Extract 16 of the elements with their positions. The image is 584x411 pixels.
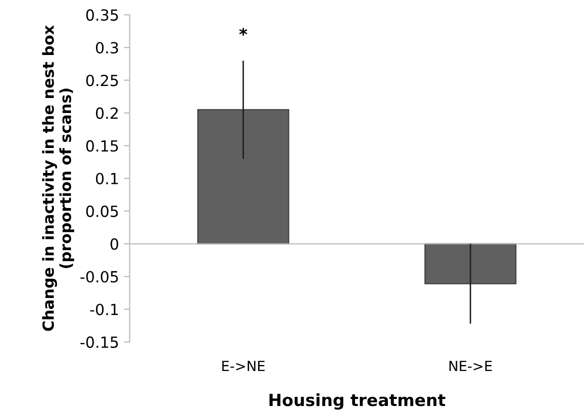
y-tick-label: 0.3	[96, 42, 118, 54]
annotation: *	[239, 28, 248, 36]
y-tick-label: -0.1	[90, 304, 118, 316]
y-tick-label: -0.05	[80, 270, 118, 283]
y-tick-label: 0.1	[96, 172, 118, 184]
y-tick-label: 0.15	[86, 140, 118, 152]
y-tick-label: 0	[110, 238, 118, 250]
x-tick-label: E->NE	[222, 360, 265, 372]
x-tick-label: NE->E	[449, 360, 492, 372]
y-tick-label: 0.2	[96, 107, 118, 119]
y-tick-label: 0.35	[86, 9, 118, 21]
y-tick-label: -0.15	[80, 336, 118, 348]
y-tick-label: 0.05	[86, 206, 118, 218]
y-tick-label: 0.25	[86, 74, 118, 86]
x-axis-title: Housing treatment	[270, 393, 446, 410]
y-axis-title: Change in inactivity in the nest box (proportion of scans)	[42, 25, 74, 331]
